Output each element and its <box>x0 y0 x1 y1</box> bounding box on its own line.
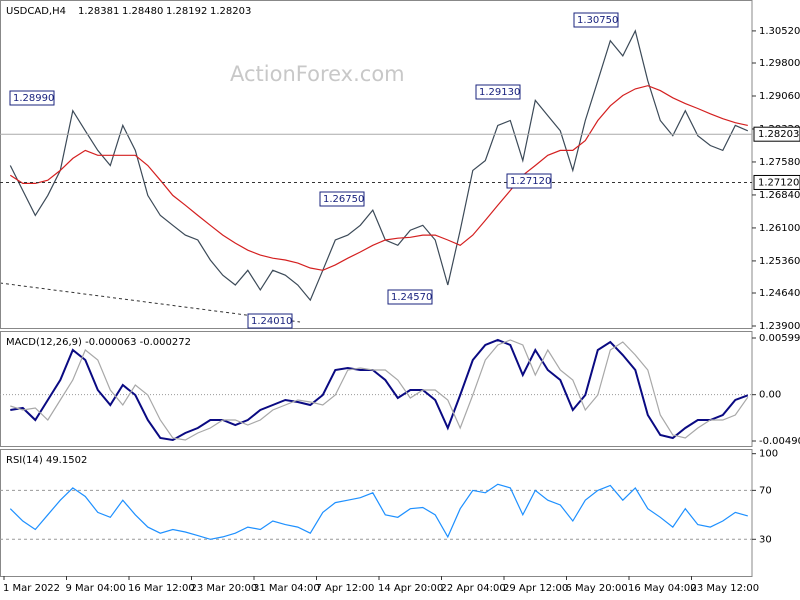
series-line <box>10 339 749 441</box>
x-tick-label: 31 Mar 04:00 <box>253 583 320 594</box>
panel-title: MACD(12,26,9) -0.000063 -0.000272 <box>6 337 191 348</box>
y-tick-label: 100 <box>759 449 778 460</box>
x-tick-label: 7 Apr 12:00 <box>316 583 375 594</box>
x-tick-label: 23 May 12:00 <box>691 583 760 594</box>
ohlc-value: 1.28480 <box>122 6 163 17</box>
annotation-box <box>319 191 365 207</box>
ohlc-value: 1.28203 <box>210 6 251 17</box>
series-line <box>10 338 749 442</box>
y-tick-label: 1.29060 <box>759 91 800 102</box>
x-tick-label: 1 Mar 2022 <box>3 583 60 594</box>
x-tick-label: 16 May 04:00 <box>628 583 697 594</box>
y-tick-label: 1.25360 <box>759 256 800 267</box>
ohlc-value: 1.28192 <box>166 6 207 17</box>
annotation: 1.29130 <box>479 87 520 98</box>
x-tick-label: 29 Apr 12:00 <box>503 583 568 594</box>
x-tick-label: 9 Mar 04:00 <box>66 583 126 594</box>
watermark: ActionForex.com <box>230 62 405 86</box>
x-tick-label: 14 Apr 20:00 <box>378 583 443 594</box>
x-tick-label: 16 Mar 12:00 <box>128 583 195 594</box>
y-tick-label: 1.30520 <box>759 26 800 37</box>
y-tick-label: -0.004901 <box>759 436 800 447</box>
y-tick-label: 1.26840 <box>759 190 800 201</box>
series-line <box>9 29 749 302</box>
x-tick-label: 22 Apr 04:00 <box>441 583 506 594</box>
price-tag-label: 1.28203 <box>758 129 799 140</box>
annotation: 1.30750 <box>577 15 618 26</box>
annotation: 1.28990 <box>13 93 54 104</box>
annotation-box <box>247 313 293 329</box>
annotation-box <box>475 84 521 100</box>
y-tick-label: 1.23900 <box>759 321 800 332</box>
y-tick-label: 70 <box>759 485 772 496</box>
series-line <box>9 85 748 271</box>
y-tick-label: 1.29800 <box>759 58 800 69</box>
y-tick-label: 0.005996 <box>759 333 800 344</box>
panel-frame <box>0 449 753 577</box>
panel-frame <box>0 331 753 447</box>
price-tag-label: 1.27120 <box>758 177 799 188</box>
x-tick-label: 23 Mar 20:00 <box>191 583 258 594</box>
y-tick-label: 30 <box>759 534 772 545</box>
panel-frame <box>0 0 753 329</box>
panel-title: RSI(14) 49.1502 <box>6 455 87 466</box>
x-tick-label: 6 May 20:00 <box>566 583 628 594</box>
annotation-box <box>506 173 552 189</box>
annotation-box <box>387 289 433 305</box>
series-line <box>9 483 748 540</box>
price-tag <box>753 174 800 190</box>
annotation-box <box>573 12 619 28</box>
annotation: 1.26750 <box>323 194 364 205</box>
price-tag <box>753 126 800 142</box>
annotation-box <box>9 90 55 106</box>
y-tick-label: 1.26100 <box>759 223 800 234</box>
annotation: 1.27120 <box>510 176 551 187</box>
y-tick-label: 0.00 <box>759 390 781 401</box>
annotation: 1.24570 <box>391 292 432 303</box>
panel-title: USDCAD,H4 <box>6 6 66 17</box>
ohlc-value: 1.28381 <box>78 6 119 17</box>
y-tick-label: 1.27580 <box>759 157 800 168</box>
y-tick-label: 1.24640 <box>759 288 800 299</box>
annotation: 1.24010 <box>251 316 292 327</box>
